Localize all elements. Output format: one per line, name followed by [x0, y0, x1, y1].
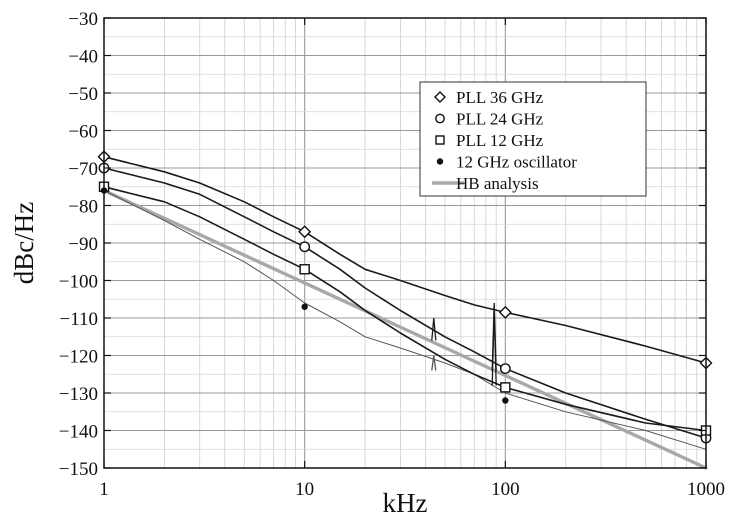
square-marker	[500, 382, 511, 393]
diamond-marker	[298, 225, 312, 239]
y-tick-label: −50	[68, 84, 98, 105]
legend-swatch	[436, 158, 444, 165]
x-tick-label: 10	[295, 479, 314, 500]
x-tick-label: 1	[99, 479, 109, 500]
legend-label: 12 GHz oscillator	[456, 153, 577, 172]
series-line-pll-36-ghz	[103, 156, 707, 364]
square-marker	[299, 264, 310, 275]
series-line-pll-12-ghz	[103, 186, 707, 432]
legend-item: PLL 12 GHz	[435, 131, 544, 150]
diamond-marker	[498, 305, 512, 319]
circle-marker	[299, 241, 311, 253]
legend-swatch	[435, 113, 445, 124]
series-line-12-ghz-oscillator	[103, 190, 707, 450]
y-tick-label: −40	[68, 47, 98, 68]
y-axis-label: dBc/Hz	[9, 202, 39, 284]
y-tick-label: −90	[68, 234, 98, 255]
spur	[431, 317, 437, 341]
y-tick-label: −140	[59, 422, 98, 443]
y-tick-label: −130	[59, 384, 98, 405]
legend-item: HB analysis	[432, 174, 539, 193]
circle-marker	[499, 363, 511, 375]
y-tick-label: −150	[59, 459, 98, 480]
y-tick-label: −110	[59, 309, 98, 330]
spur	[491, 310, 497, 386]
legend-label: PLL 24 GHz	[456, 110, 544, 129]
series-lines	[102, 156, 708, 470]
dot-marker	[502, 397, 509, 404]
series-line-pll-24-ghz	[103, 167, 707, 439]
series-line-hb-analysis	[102, 188, 708, 470]
legend-label: HB analysis	[456, 174, 539, 193]
x-tick-label: 1000	[687, 479, 725, 500]
x-tick-label: 100	[491, 479, 520, 500]
legend-item: PLL 24 GHz	[435, 110, 544, 129]
legend-swatch	[434, 91, 446, 103]
dot-marker	[301, 303, 308, 310]
legend-label: PLL 12 GHz	[456, 131, 544, 150]
legend-item: 12 GHz oscillator	[436, 153, 577, 172]
y-tick-label: −30	[68, 9, 98, 30]
legend-label: PLL 36 GHz	[456, 88, 544, 107]
legend-swatch	[435, 135, 445, 145]
y-tick-label: −60	[68, 122, 98, 143]
spur	[431, 355, 437, 371]
y-tick-label: −100	[59, 272, 98, 293]
y-tick-label: −80	[68, 197, 98, 218]
legend: PLL 36 GHz PLL 24 GHz PLL 12 GHz 12 GHz osc…	[419, 81, 647, 197]
legend-item: PLL 36 GHz	[434, 88, 544, 107]
y-tick-label: −120	[59, 347, 98, 368]
legend-box	[419, 81, 647, 197]
axis-ticks: 1 10 100 1000 −30 −40 −50 −60 −70 −80 −90 −100 −110 −…	[59, 9, 725, 500]
y-tick-label: −70	[68, 159, 98, 180]
x-axis-label: kHz	[383, 488, 428, 518]
